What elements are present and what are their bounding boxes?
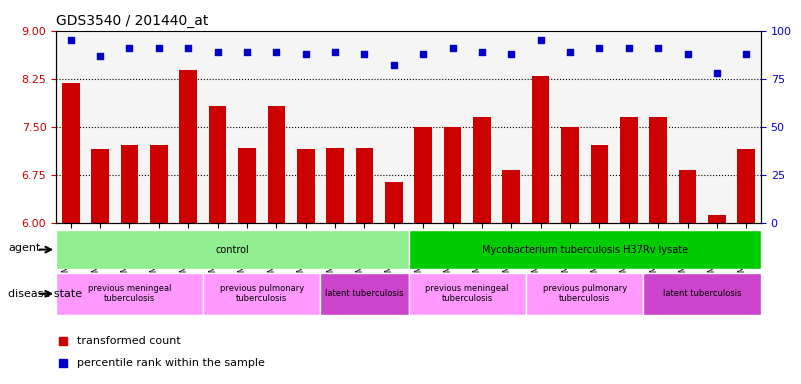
Point bbox=[123, 45, 136, 51]
Bar bbox=[385, 182, 403, 384]
Point bbox=[622, 45, 635, 51]
Point bbox=[534, 37, 547, 43]
Bar bbox=[590, 145, 608, 384]
FancyBboxPatch shape bbox=[643, 273, 761, 315]
Point bbox=[94, 53, 107, 59]
Text: disease state: disease state bbox=[8, 289, 83, 299]
Point bbox=[57, 360, 70, 366]
FancyBboxPatch shape bbox=[56, 230, 409, 269]
Bar bbox=[678, 170, 696, 384]
Point bbox=[57, 338, 70, 344]
Bar bbox=[562, 127, 579, 384]
Text: agent: agent bbox=[8, 243, 40, 253]
Text: previous meningeal
tuberculosis: previous meningeal tuberculosis bbox=[425, 284, 509, 303]
Bar bbox=[179, 70, 197, 384]
Bar bbox=[62, 83, 79, 384]
Text: previous pulmonary
tuberculosis: previous pulmonary tuberculosis bbox=[219, 284, 304, 303]
Bar bbox=[444, 127, 461, 384]
Point bbox=[358, 51, 371, 57]
Point bbox=[64, 37, 77, 43]
Text: latent tuberculosis: latent tuberculosis bbox=[325, 289, 404, 298]
Point bbox=[505, 51, 517, 57]
Text: percentile rank within the sample: percentile rank within the sample bbox=[77, 358, 265, 368]
FancyBboxPatch shape bbox=[203, 273, 320, 315]
Bar bbox=[650, 117, 667, 384]
FancyBboxPatch shape bbox=[56, 273, 203, 315]
Point bbox=[328, 49, 341, 55]
Bar bbox=[150, 145, 167, 384]
Bar bbox=[238, 148, 256, 384]
Text: GDS3540 / 201440_at: GDS3540 / 201440_at bbox=[56, 14, 208, 28]
Bar bbox=[356, 148, 373, 384]
Point bbox=[593, 45, 606, 51]
Text: latent tuberculosis: latent tuberculosis bbox=[663, 289, 742, 298]
Point bbox=[446, 45, 459, 51]
Text: transformed count: transformed count bbox=[77, 336, 181, 346]
Point bbox=[740, 51, 753, 57]
Point bbox=[300, 51, 312, 57]
Point bbox=[240, 49, 253, 55]
FancyBboxPatch shape bbox=[409, 273, 526, 315]
Bar bbox=[620, 117, 638, 384]
Text: control: control bbox=[215, 245, 249, 255]
Point bbox=[564, 49, 577, 55]
Bar bbox=[209, 106, 227, 384]
Bar bbox=[473, 117, 491, 384]
Bar bbox=[708, 215, 726, 384]
Bar bbox=[297, 149, 315, 384]
Bar bbox=[738, 149, 755, 384]
Bar bbox=[414, 127, 432, 384]
Point bbox=[211, 49, 224, 55]
Point bbox=[270, 49, 283, 55]
Point bbox=[476, 49, 489, 55]
Point bbox=[152, 45, 165, 51]
Bar bbox=[268, 106, 285, 384]
Bar bbox=[502, 170, 520, 384]
FancyBboxPatch shape bbox=[409, 230, 761, 269]
Point bbox=[182, 45, 195, 51]
Bar bbox=[326, 148, 344, 384]
Text: Mycobacterium tuberculosis H37Rv lysate: Mycobacterium tuberculosis H37Rv lysate bbox=[481, 245, 688, 255]
Bar bbox=[121, 145, 139, 384]
Point bbox=[417, 51, 429, 57]
Point bbox=[652, 45, 665, 51]
Text: previous meningeal
tuberculosis: previous meningeal tuberculosis bbox=[88, 284, 171, 303]
Text: previous pulmonary
tuberculosis: previous pulmonary tuberculosis bbox=[542, 284, 627, 303]
Bar bbox=[91, 149, 109, 384]
Bar bbox=[532, 76, 549, 384]
FancyBboxPatch shape bbox=[526, 273, 643, 315]
Point bbox=[710, 70, 723, 76]
Point bbox=[388, 62, 400, 68]
Point bbox=[681, 51, 694, 57]
FancyBboxPatch shape bbox=[320, 273, 409, 315]
